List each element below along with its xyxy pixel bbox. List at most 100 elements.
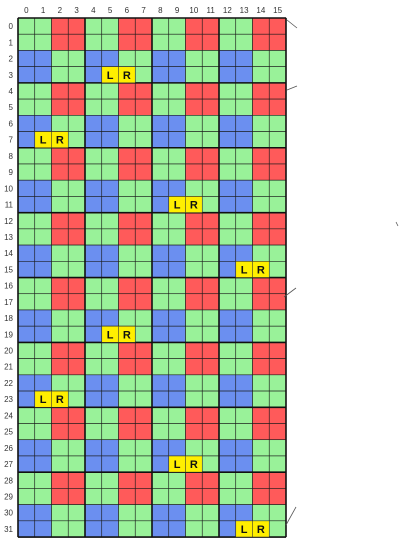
grid-cell xyxy=(101,293,119,311)
grid-cell xyxy=(235,471,253,489)
row-label: 16 xyxy=(4,282,13,291)
row-label: 5 xyxy=(9,103,14,112)
grid-cell xyxy=(17,309,36,327)
grid-cell xyxy=(67,163,86,181)
grid-cell xyxy=(185,212,203,230)
grid-cell xyxy=(268,390,287,408)
grid-cell xyxy=(17,244,36,262)
grid-cell xyxy=(67,488,86,505)
grid-cell xyxy=(168,439,186,457)
grid-cell xyxy=(17,488,36,505)
grid-cell xyxy=(17,471,36,489)
grid-cell xyxy=(151,260,170,278)
row-label: 9 xyxy=(9,168,14,177)
grid-cell xyxy=(201,228,220,246)
grid-cell xyxy=(134,66,153,84)
grid-cell xyxy=(218,488,237,505)
grid-cell xyxy=(201,293,220,311)
grid-cell xyxy=(218,163,237,181)
grid-cell xyxy=(67,66,86,84)
grid-cell xyxy=(268,163,287,181)
grid-cell xyxy=(134,439,153,457)
row-label: 21 xyxy=(4,363,13,372)
grid-cell xyxy=(268,455,287,473)
grid-cell xyxy=(134,520,153,538)
grid-cell xyxy=(252,244,270,262)
lr-marker-right-label: R xyxy=(123,329,131,341)
grid-cell xyxy=(235,33,253,51)
grid-cell xyxy=(151,50,170,67)
grid-cell xyxy=(268,17,287,35)
column-label: 13 xyxy=(240,6,249,15)
grid-cell xyxy=(151,504,170,522)
row-label: 8 xyxy=(9,152,14,161)
grid-cell xyxy=(218,66,237,84)
grid-cell xyxy=(101,17,119,35)
column-label: 12 xyxy=(223,6,232,15)
grid-cell xyxy=(67,82,86,100)
grid-cell xyxy=(101,244,119,262)
lr-marker-right-label: R xyxy=(190,200,198,212)
grid-cell xyxy=(51,115,69,132)
grid-cell xyxy=(268,293,287,311)
grid-cell xyxy=(84,82,103,100)
lr-marker-left-label: L xyxy=(40,394,47,406)
grid-cell xyxy=(168,504,186,522)
grid-cell xyxy=(151,33,170,51)
grid-cell xyxy=(118,439,136,457)
grid-cell xyxy=(235,196,253,213)
grid-cell xyxy=(268,228,287,246)
grid-cell xyxy=(34,196,52,213)
grid-cell xyxy=(201,455,220,473)
grid-cell xyxy=(17,423,36,441)
grid-cell xyxy=(17,325,36,343)
grid-cell xyxy=(168,423,186,441)
grid-cell xyxy=(185,374,203,392)
grid-cell xyxy=(185,358,203,376)
grid-cell xyxy=(34,179,52,197)
grid-cell xyxy=(268,277,287,295)
lr-marker-right-label: R xyxy=(123,70,131,82)
row-label: 24 xyxy=(4,411,13,420)
grid-cell xyxy=(118,179,136,197)
grid-cell xyxy=(134,293,153,311)
grid-cell xyxy=(252,374,270,392)
grid-cell xyxy=(252,33,270,51)
annotation-line-middle xyxy=(283,287,297,298)
grid-cell xyxy=(185,342,203,359)
grid-cell xyxy=(268,358,287,376)
grid-cell xyxy=(134,212,153,230)
grid-cell xyxy=(101,260,119,278)
grid-cell xyxy=(67,471,86,489)
row-labels: 0123456789101112131415161718192021222324… xyxy=(4,22,13,534)
grid-cell xyxy=(34,455,52,473)
grid-cell xyxy=(17,504,36,522)
grid-cell xyxy=(134,390,153,408)
grid-cell xyxy=(51,455,69,473)
grid-cell xyxy=(51,33,69,51)
grid-cell xyxy=(235,115,253,132)
grid-cell xyxy=(34,82,52,100)
row-label: 12 xyxy=(4,217,13,226)
grid-cell xyxy=(17,196,36,213)
grid-cell xyxy=(84,50,103,67)
grid-cell xyxy=(201,358,220,376)
grid-cell xyxy=(67,115,86,132)
annotation-leader-lines xyxy=(283,19,399,526)
grid-cell xyxy=(34,293,52,311)
grid-cell xyxy=(185,163,203,181)
row-label: 7 xyxy=(9,136,14,145)
grid-cell xyxy=(118,228,136,246)
grid-cell xyxy=(84,260,103,278)
grid-cell xyxy=(84,293,103,311)
grid-cell xyxy=(168,98,186,116)
grid-cell xyxy=(67,439,86,457)
grid-cell xyxy=(185,277,203,295)
grid-cell xyxy=(134,98,153,116)
grid-cell xyxy=(151,212,170,230)
grid-cell xyxy=(17,33,36,51)
grid-cell xyxy=(218,244,237,262)
grid-cell xyxy=(201,196,220,213)
grid-cell xyxy=(34,471,52,489)
